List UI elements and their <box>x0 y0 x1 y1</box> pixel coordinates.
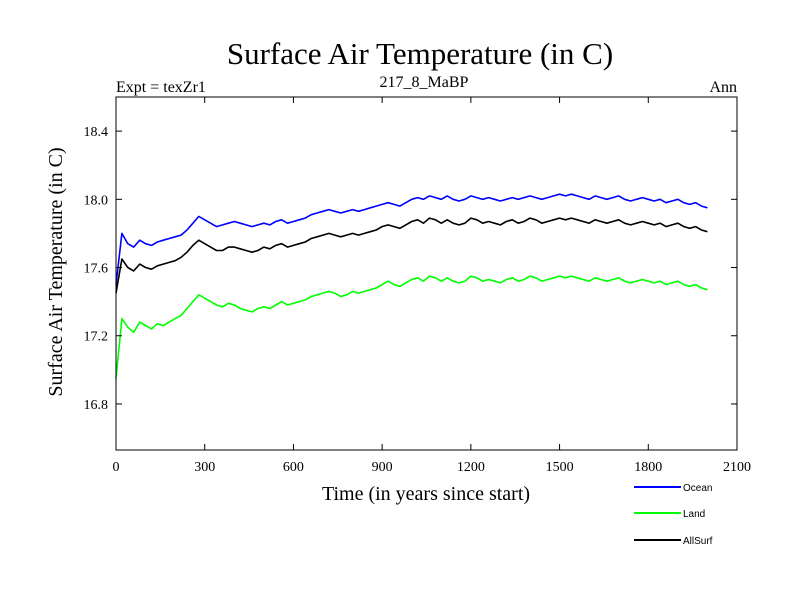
season-label: Ann <box>709 79 737 96</box>
legend-label-land: Land <box>683 509 705 520</box>
x-axis-label: Time (in years since start) <box>322 483 530 505</box>
plot-frame <box>115 96 738 451</box>
legend-label-ocean: Ocean <box>683 483 712 494</box>
series-layer <box>115 193 708 379</box>
legend-label-allsurf: AllSurf <box>683 536 713 547</box>
x-tick-label: 0 <box>113 460 120 475</box>
chart-subtitle: 217_8_MaBP <box>380 74 469 91</box>
x-tick-label: 300 <box>194 460 215 475</box>
series-line-ocean <box>115 193 708 285</box>
x-tick-label: 900 <box>372 460 393 475</box>
x-tick-label: 1200 <box>457 460 485 475</box>
axis-layer: 0 300 600 900 1200 1500 1800 2100 16.8 17.2 17.6 18… <box>84 97 751 475</box>
experiment-label: Expt = texZr1 <box>116 79 206 96</box>
series-line-allsurf <box>115 217 708 294</box>
y-tick-label: 17.6 <box>84 262 109 277</box>
x-tick-label: 1500 <box>546 460 574 475</box>
chart-title: Surface Air Temperature (in C) <box>227 36 613 71</box>
x-tick-label: 1800 <box>634 460 662 475</box>
y-tick-label: 18.0 <box>84 193 109 208</box>
x-tick-label: 600 <box>283 460 304 475</box>
y-axis-label: Surface Air Temperature (in C) <box>45 147 67 396</box>
y-tick-label: 16.8 <box>84 398 109 413</box>
y-tick-label: 18.4 <box>84 125 109 140</box>
y-tick-label: 17.2 <box>84 330 109 345</box>
legend: Ocean Land AllSurf <box>634 483 713 547</box>
series-line-land <box>115 275 708 379</box>
x-tick-label: 2100 <box>723 460 751 475</box>
